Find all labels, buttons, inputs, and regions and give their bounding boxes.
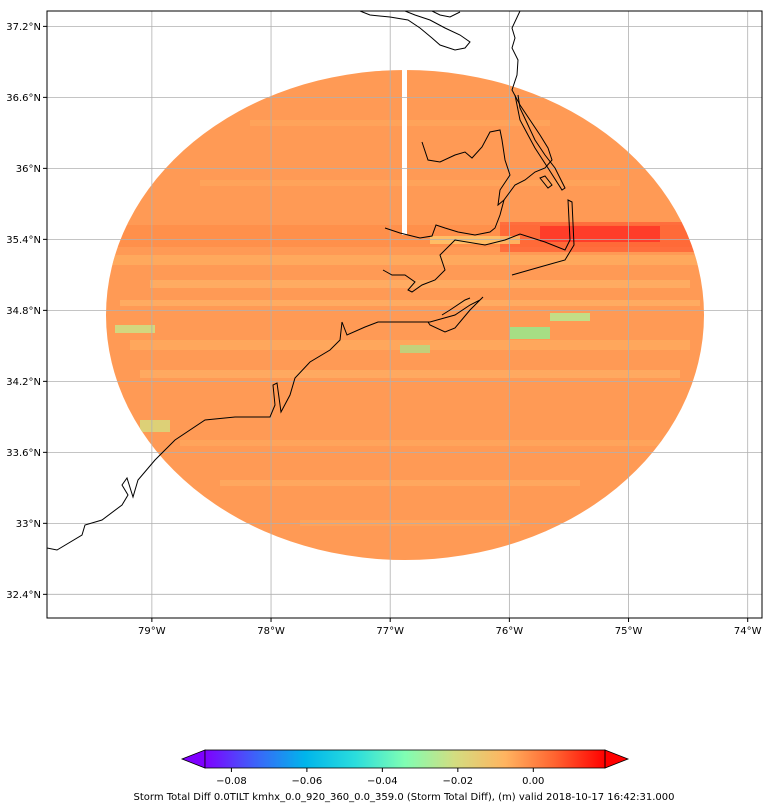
lat-label: 32.4°N bbox=[6, 590, 41, 601]
colorbar-caption: Storm Total Diff 0.0TILT kmhx_0.0_920_36… bbox=[134, 792, 675, 803]
latitude-labels: 37.2°N 36.6°N 36°N 35.4°N 34.8°N 34.2°N 33.6°N… bbox=[6, 22, 47, 601]
map-content bbox=[47, 11, 762, 618]
lon-label: 76°W bbox=[496, 626, 524, 637]
lon-label: 75°W bbox=[615, 626, 643, 637]
colorbar-frame bbox=[204, 749, 606, 769]
lon-label: 74°W bbox=[734, 626, 762, 637]
lat-label: 37.2°N bbox=[6, 22, 41, 33]
lat-label: 34.8°N bbox=[6, 306, 41, 317]
map-gridlines bbox=[47, 11, 762, 618]
coastline-island bbox=[539, 175, 553, 189]
coastline bbox=[47, 11, 575, 551]
lon-label: 77°W bbox=[376, 626, 404, 637]
lat-label: 33.6°N bbox=[6, 448, 41, 459]
coastline-outer-banks bbox=[514, 94, 566, 191]
coastline-albemarle bbox=[421, 129, 511, 207]
colorbar-max-extend bbox=[604, 749, 630, 769]
lon-label: 78°W bbox=[257, 626, 285, 637]
lat-label: 36.6°N bbox=[6, 93, 41, 104]
colorbar-tick-label: −0.06 bbox=[292, 776, 323, 787]
coastline-delmarva bbox=[431, 11, 461, 18]
colorbar-min-extend bbox=[180, 749, 206, 769]
colorbar-tick-label: −0.08 bbox=[216, 776, 247, 787]
radar-field bbox=[106, 60, 704, 560]
coastline-mainland bbox=[47, 296, 484, 551]
colorbar-tick-label: −0.04 bbox=[367, 776, 398, 787]
lat-label: 35.4°N bbox=[6, 235, 41, 246]
coastline-sound-south bbox=[382, 199, 575, 293]
colorbar-tick-label: −0.02 bbox=[443, 776, 474, 787]
lon-label: 79°W bbox=[138, 626, 166, 637]
lat-label: 34.2°N bbox=[6, 377, 41, 388]
colorbar-bar bbox=[205, 750, 605, 768]
colorbar-tick-label: 0.00 bbox=[522, 776, 544, 787]
radar-data-gap bbox=[402, 60, 407, 235]
map-frame bbox=[46, 10, 763, 619]
colorbar-ticks: −0.08 −0.06 −0.04 −0.02 0.00 bbox=[216, 768, 544, 787]
coastline-pamlico-inlet bbox=[441, 297, 471, 316]
lat-label: 33°N bbox=[16, 519, 41, 530]
lat-label: 36°N bbox=[16, 164, 41, 175]
longitude-labels: 79°W 78°W 77°W 76°W 75°W 74°W bbox=[138, 618, 762, 637]
colorbar: −0.08 −0.06 −0.04 −0.02 0.00 Storm Total Dif… bbox=[134, 749, 675, 803]
coastline-chesapeake bbox=[359, 11, 471, 51]
coastline-sound-north bbox=[384, 11, 553, 239]
radar-coverage-disc bbox=[106, 70, 704, 560]
